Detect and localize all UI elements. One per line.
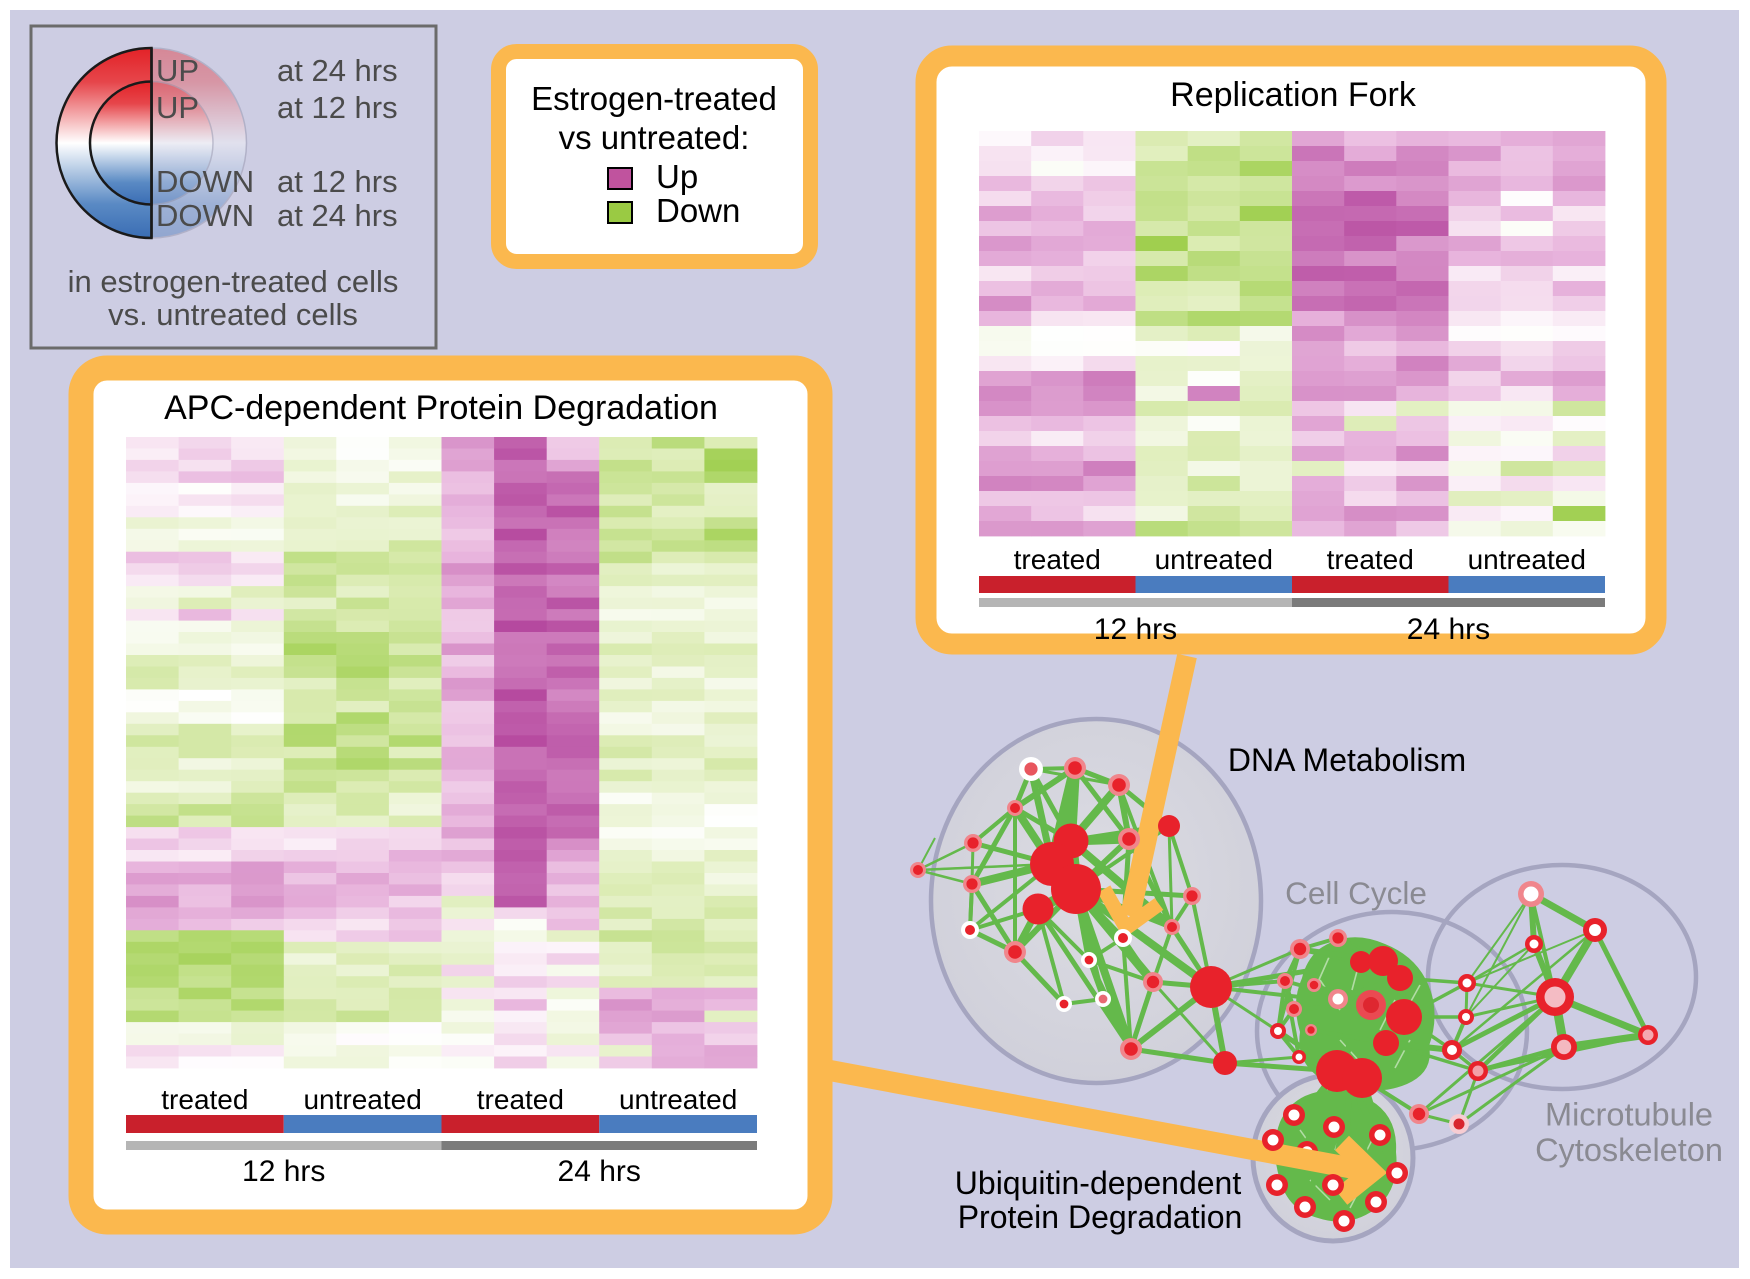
svg-text:UP: UP — [156, 90, 199, 125]
svg-text:DOWN: DOWN — [156, 164, 254, 199]
svg-text:12 hrs: 12 hrs — [242, 1155, 325, 1188]
svg-text:at 12 hrs: at 12 hrs — [277, 90, 398, 125]
svg-text:untreated: untreated — [303, 1084, 421, 1115]
svg-text:UP: UP — [156, 53, 199, 88]
svg-text:vs untreated:: vs untreated: — [559, 119, 750, 156]
svg-text:at 12 hrs: at 12 hrs — [277, 164, 398, 199]
svg-text:treated: treated — [477, 1084, 564, 1115]
svg-text:Protein Degradation: Protein Degradation — [958, 1199, 1243, 1235]
svg-text:untreated: untreated — [1155, 544, 1273, 575]
svg-text:Up: Up — [656, 158, 698, 195]
svg-text:Microtubule: Microtubule — [1545, 1097, 1713, 1133]
svg-text:Down: Down — [656, 192, 740, 229]
svg-text:in estrogen-treated cells: in estrogen-treated cells — [68, 264, 399, 299]
svg-text:at 24 hrs: at 24 hrs — [277, 53, 398, 88]
svg-text:untreated: untreated — [1468, 544, 1586, 575]
svg-text:APC-dependent Protein Degradat: APC-dependent Protein Degradation — [164, 389, 718, 427]
svg-text:Cytoskeleton: Cytoskeleton — [1535, 1132, 1723, 1168]
svg-text:24 hrs: 24 hrs — [1407, 613, 1490, 646]
svg-text:Estrogen-treated: Estrogen-treated — [531, 80, 777, 117]
svg-text:Ubiquitin-dependent: Ubiquitin-dependent — [955, 1165, 1242, 1201]
svg-text:24 hrs: 24 hrs — [558, 1155, 641, 1188]
svg-text:Replication Fork: Replication Fork — [1170, 76, 1417, 114]
svg-text:at 24 hrs: at 24 hrs — [277, 198, 398, 233]
svg-text:treated: treated — [1327, 544, 1414, 575]
svg-text:treated: treated — [161, 1084, 248, 1115]
svg-text:untreated: untreated — [619, 1084, 737, 1115]
svg-text:DOWN: DOWN — [156, 198, 254, 233]
svg-text:DNA Metabolism: DNA Metabolism — [1228, 742, 1466, 778]
svg-text:12 hrs: 12 hrs — [1094, 613, 1177, 646]
svg-text:treated: treated — [1014, 544, 1101, 575]
svg-text:Cell Cycle: Cell Cycle — [1285, 875, 1427, 911]
svg-text:vs. untreated cells: vs. untreated cells — [108, 297, 358, 332]
